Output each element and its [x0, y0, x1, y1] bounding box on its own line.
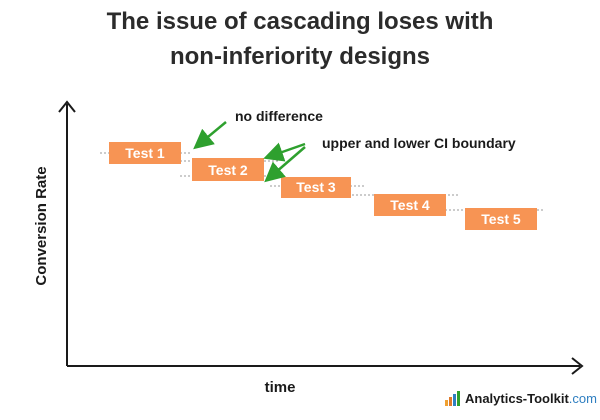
test-label: Test 3 — [296, 179, 336, 195]
test-1: Test 1 — [109, 142, 181, 164]
arrow-lower-ci — [264, 146, 306, 183]
y-axis-label: Conversion Rate — [33, 166, 50, 285]
bar-chart-icon — [445, 391, 460, 406]
test-box — [465, 208, 537, 230]
logo-name: Analytics-Toolkit — [465, 390, 569, 406]
logo-tld: .com — [568, 390, 597, 406]
test-label: Test 5 — [481, 211, 521, 227]
test-3: Test 3 — [281, 177, 351, 198]
title-line-1: The issue of cascading loses with — [106, 8, 494, 35]
test-5: Test 5 — [465, 208, 537, 230]
test-box — [109, 142, 181, 164]
title-line-2: non-inferiority designs — [169, 43, 430, 70]
arrow-upper-ci — [263, 142, 306, 162]
test-box — [192, 158, 264, 181]
x-axis-arrowhead — [571, 357, 584, 375]
test-2: Test 2 — [192, 158, 264, 181]
analytics-toolkit-logo: Analytics-Toolkit .com — [444, 390, 597, 406]
test-box — [281, 177, 351, 198]
axes — [58, 100, 584, 375]
test-label: Test 1 — [125, 145, 165, 161]
test-label: Test 2 — [208, 162, 248, 178]
test-label: Test 4 — [390, 197, 430, 213]
arrow-no-difference — [193, 121, 227, 150]
annotation-arrows — [193, 121, 306, 183]
y-axis-arrowhead — [58, 100, 76, 113]
test-box — [374, 194, 446, 216]
no-difference-label: no difference — [235, 108, 323, 124]
x-axis-label: time — [265, 379, 296, 396]
test-4: Test 4 — [374, 194, 446, 216]
ci-boundary-label: upper and lower CI boundary — [322, 135, 516, 151]
